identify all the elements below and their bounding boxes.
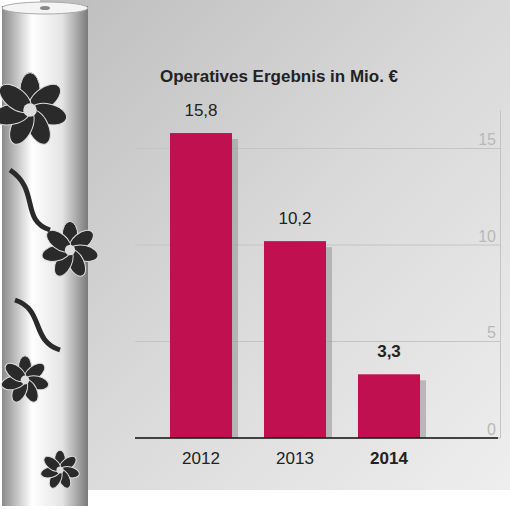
petal (41, 453, 63, 474)
bars (170, 133, 426, 438)
x-tick-label: 2013 (276, 449, 314, 468)
flower-center (65, 245, 75, 255)
x-tick-label: 2014 (370, 449, 408, 468)
petal (2, 360, 29, 385)
y-tick-label: 0 (487, 421, 496, 438)
flower (0, 356, 50, 405)
flower-center (21, 376, 30, 385)
x-axis-line (135, 437, 498, 438)
bar (358, 374, 420, 438)
data-labels: 15,8 10,2 3,3 (184, 101, 400, 361)
data-label: 15,8 (184, 101, 217, 120)
y-tick-label: 15 (478, 131, 496, 148)
x-axis: 2012 2013 2014 (135, 438, 498, 468)
chart: Operatives Ergebnis in Mio. € 15,8 10,2 3,3… (0, 0, 510, 509)
flower-center (56, 466, 63, 473)
x-tick: 2012 (182, 438, 220, 468)
bar (170, 133, 232, 438)
bar (264, 241, 326, 438)
y-tick: 10 (478, 228, 500, 246)
flower-center (23, 103, 37, 117)
y-axis-line (500, 110, 501, 438)
petal (0, 79, 36, 118)
title: Operatives Ergebnis in Mio. € (160, 67, 399, 86)
tendril (10, 170, 60, 350)
grid-line (135, 438, 500, 439)
y-tick-label: 10 (478, 228, 496, 245)
y-tick: 5 (487, 324, 500, 342)
roll-top (2, 2, 88, 14)
background-panel (40, 0, 510, 490)
y-tick: 15 (478, 131, 500, 149)
roll-core (40, 6, 50, 10)
data-label: 3,3 (377, 342, 401, 361)
flower (0, 73, 69, 149)
flower (39, 450, 80, 490)
y-tick-label: 5 (487, 324, 496, 341)
data-label: 10,2 (278, 209, 311, 228)
x-tick-label: 2012 (182, 449, 220, 468)
y-axis: 0 5 10 15 (478, 110, 500, 438)
wallpaper-roll (0, 2, 100, 506)
x-tick: 2013 (276, 438, 314, 468)
y-tick: 0 (487, 421, 500, 439)
x-tick: 2014 (370, 438, 408, 468)
